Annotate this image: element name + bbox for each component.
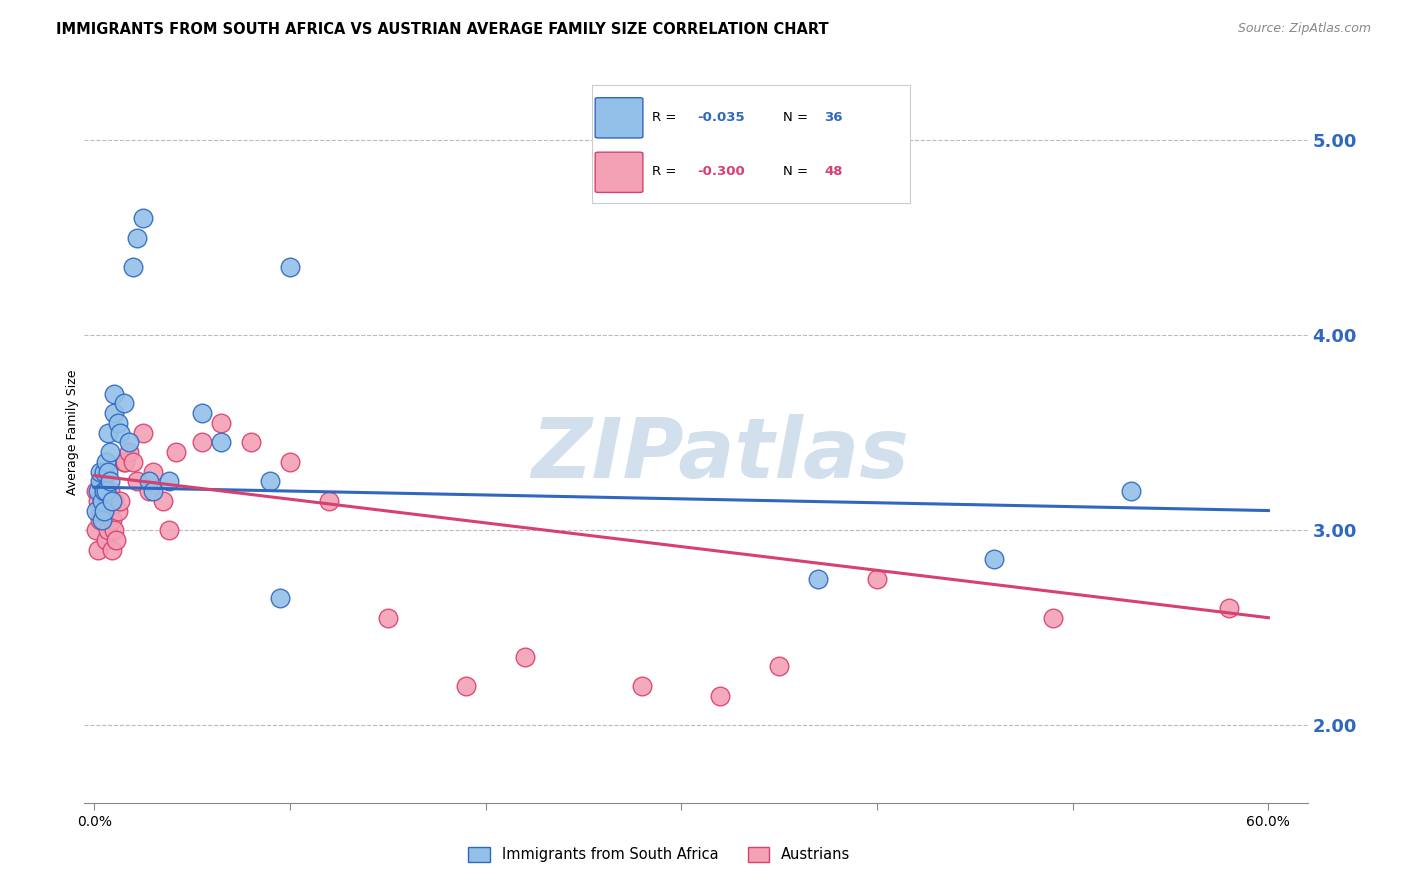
Text: Source: ZipAtlas.com: Source: ZipAtlas.com [1237, 22, 1371, 36]
Point [98, 503, 121, 517]
Point [209, 435, 232, 450]
Point [100, 542, 122, 557]
Point [97, 523, 120, 537]
Point [84, 503, 107, 517]
Point [89, 513, 111, 527]
Point [108, 425, 131, 440]
Point [122, 260, 145, 274]
Point [97, 513, 120, 527]
Point [91, 475, 114, 489]
Point [97, 465, 120, 479]
Point [94, 533, 117, 547]
Point [157, 475, 180, 489]
Point [107, 503, 129, 517]
Point [269, 591, 291, 606]
Point [87, 542, 110, 557]
Point [89, 465, 111, 479]
Point [89, 475, 111, 489]
Point [768, 659, 790, 673]
Point [631, 679, 654, 693]
Point [983, 552, 1005, 566]
Point [87, 493, 110, 508]
Point [318, 493, 340, 508]
Point [94, 484, 117, 499]
Point [866, 572, 889, 586]
Point [104, 533, 127, 547]
Point [1218, 601, 1240, 615]
Point [103, 493, 125, 508]
Point [98, 484, 121, 499]
Point [108, 493, 131, 508]
Y-axis label: Average Family Size: Average Family Size [66, 370, 79, 495]
Point [122, 455, 145, 469]
Point [114, 455, 136, 469]
Point [138, 475, 160, 489]
Point [112, 396, 135, 410]
Point [112, 455, 135, 469]
Point [142, 484, 165, 499]
Point [98, 445, 121, 459]
Point [93, 484, 115, 499]
Point [91, 493, 114, 508]
Point [93, 503, 115, 517]
Point [107, 416, 129, 430]
Text: ZIPatlas: ZIPatlas [531, 414, 910, 495]
Point [278, 455, 301, 469]
Point [94, 503, 117, 517]
Point [1121, 484, 1143, 499]
Point [87, 484, 110, 499]
Point [239, 435, 262, 450]
Point [103, 406, 125, 420]
Point [377, 610, 399, 624]
Point [191, 406, 214, 420]
Point [89, 503, 111, 517]
Point [209, 416, 232, 430]
Point [709, 689, 731, 703]
Point [93, 465, 115, 479]
Point [127, 475, 149, 489]
Point [100, 493, 122, 508]
Point [157, 523, 180, 537]
Point [259, 475, 281, 489]
Point [513, 649, 536, 664]
Point [91, 493, 114, 508]
Point [142, 465, 165, 479]
Point [84, 484, 107, 499]
Point [100, 513, 122, 527]
Point [84, 523, 107, 537]
Point [138, 484, 160, 499]
Point [98, 475, 121, 489]
Point [278, 260, 301, 274]
Point [127, 231, 149, 245]
Point [807, 572, 830, 586]
Point [132, 425, 155, 440]
Point [132, 211, 155, 226]
Point [152, 493, 174, 508]
Point [191, 435, 214, 450]
Point [91, 513, 114, 527]
Point [97, 425, 120, 440]
Point [94, 455, 117, 469]
Point [1042, 610, 1064, 624]
Point [103, 523, 125, 537]
Point [93, 503, 115, 517]
Point [118, 445, 141, 459]
Point [93, 484, 115, 499]
Legend: Immigrants from South Africa, Austrians: Immigrants from South Africa, Austrians [468, 847, 851, 863]
Point [103, 386, 125, 401]
Text: IMMIGRANTS FROM SOUTH AFRICA VS AUSTRIAN AVERAGE FAMILY SIZE CORRELATION CHART: IMMIGRANTS FROM SOUTH AFRICA VS AUSTRIAN… [56, 22, 830, 37]
Point [165, 445, 187, 459]
Point [118, 435, 141, 450]
Point [454, 679, 477, 693]
